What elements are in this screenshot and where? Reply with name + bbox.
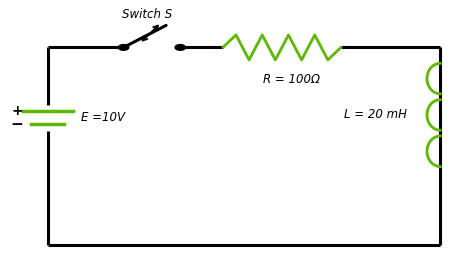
Circle shape xyxy=(118,45,129,50)
Text: −: − xyxy=(11,116,24,132)
Circle shape xyxy=(175,45,185,50)
Text: L = 20 mH: L = 20 mH xyxy=(344,108,407,121)
Text: Switch S: Switch S xyxy=(122,8,173,21)
Text: +: + xyxy=(11,104,23,118)
Text: R = 100Ω: R = 100Ω xyxy=(263,73,320,86)
Text: E =10V: E =10V xyxy=(81,111,125,124)
